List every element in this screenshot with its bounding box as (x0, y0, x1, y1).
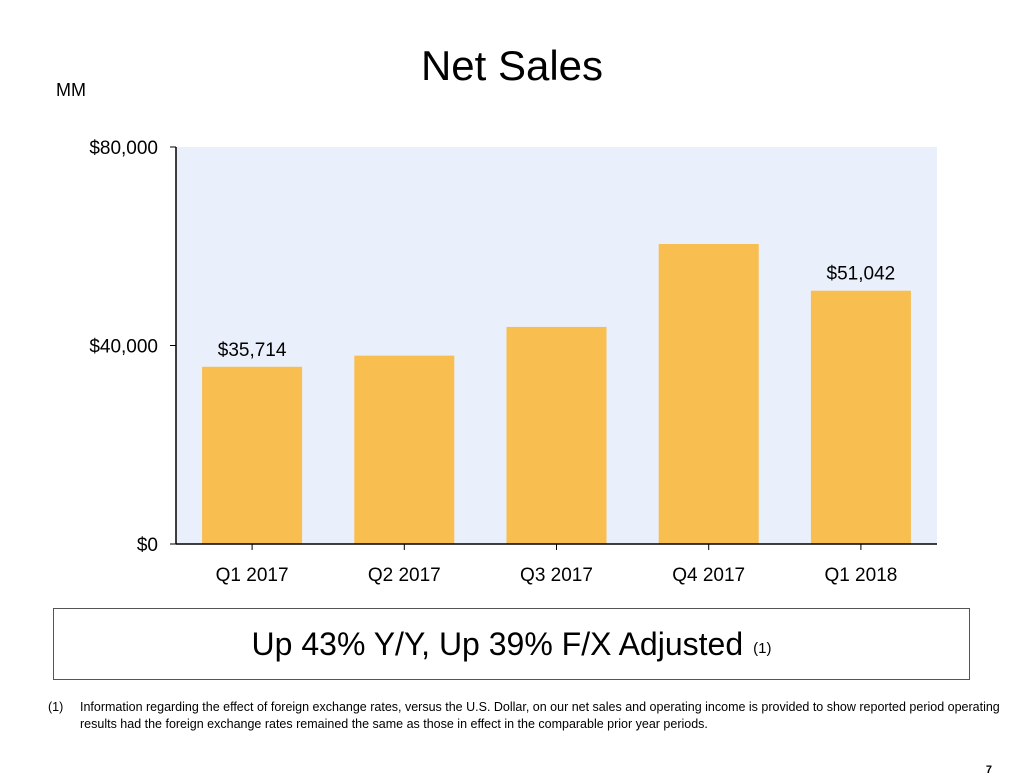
callout-footnote-ref: (1) (753, 639, 772, 657)
footnote-text: Information regarding the effect of fore… (80, 700, 1000, 731)
net-sales-chart: $35,714 Q1 2017 Q2 2017 Q3 2017 Q4 2017 $51,0… (89, 138, 937, 586)
bar-q2-2017 (354, 355, 455, 544)
bar-q3-2017 (506, 326, 607, 544)
bar-q1-2018 (810, 290, 911, 544)
growth-callout-box: Up 43% Y/Y, Up 39% F/X Adjusted (1) (53, 608, 970, 680)
x-tick-label: Q2 2017 (368, 565, 441, 586)
data-label: $35,714 (218, 340, 287, 361)
y-tick-label: $0 (137, 535, 158, 556)
y-tick-label: $40,000 (89, 337, 158, 358)
chart-title: Net Sales (420, 42, 604, 89)
x-tick-label: Q3 2017 (520, 565, 593, 586)
unit-label: MM (56, 80, 86, 100)
x-tick-label: Q1 2018 (824, 565, 897, 586)
x-tick-label: Q1 2017 (216, 565, 289, 586)
x-tick-label: Q4 2017 (672, 565, 745, 586)
footnote-marker: (1) (48, 700, 64, 714)
bar-q4-2017 (658, 244, 759, 544)
footnote: (1) Information regarding the effect of … (48, 699, 1008, 733)
data-label: $51,042 (827, 264, 896, 285)
bar-q1-2017 (202, 366, 303, 544)
page-number: 7 (985, 764, 992, 776)
y-tick-label: $80,000 (89, 138, 158, 159)
growth-callout-text: Up 43% Y/Y, Up 39% F/X Adjusted (251, 625, 744, 662)
